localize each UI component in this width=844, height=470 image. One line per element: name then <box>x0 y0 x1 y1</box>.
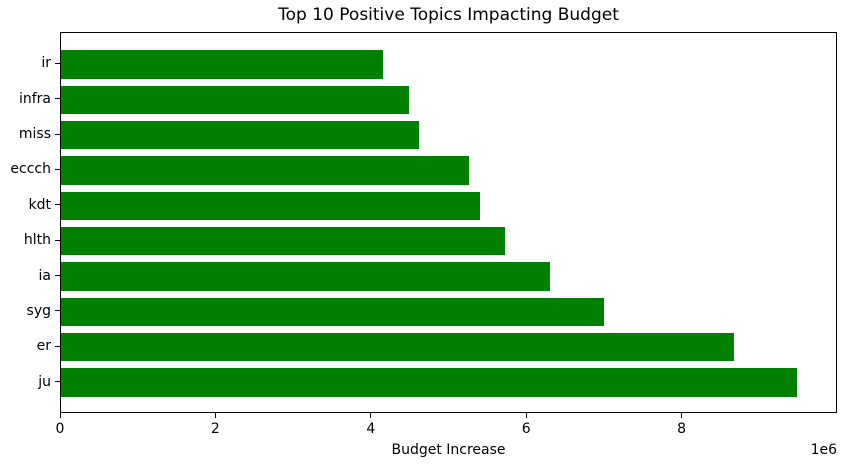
x-tick-mark <box>525 413 527 418</box>
bar-miss <box>61 121 420 150</box>
y-tick-mark <box>55 168 60 170</box>
y-tick-label-ia: ia <box>38 267 51 284</box>
y-tick-label-kdt: kdt <box>28 196 51 213</box>
y-tick-label-infra: infra <box>18 90 51 107</box>
y-tick-mark <box>55 204 60 206</box>
y-tick-mark <box>55 345 60 347</box>
x-tick-label-8: 8 <box>677 421 687 437</box>
y-tick-mark <box>55 62 60 64</box>
bar-ju <box>61 368 798 397</box>
bar-ir <box>61 50 383 79</box>
bar-infra <box>61 85 409 114</box>
y-tick-mark <box>55 381 60 383</box>
x-tick-label-4: 4 <box>366 421 376 437</box>
y-tick-label-ju: ju <box>38 373 51 390</box>
x-tick-label-6: 6 <box>521 421 531 437</box>
x-tick-mark <box>59 413 61 418</box>
y-tick-mark <box>55 239 60 241</box>
bar-ia <box>61 262 551 291</box>
bar-er <box>61 333 735 362</box>
bar-eccch <box>61 156 469 185</box>
bar-kdt <box>61 191 481 220</box>
y-tick-mark <box>55 275 60 276</box>
x-tick-mark <box>214 413 216 418</box>
bar-syg <box>61 297 604 326</box>
y-tick-mark <box>55 133 60 135</box>
y-tick-label-hlth: hlth <box>23 232 51 249</box>
x-tick-label-0: 0 <box>55 421 65 437</box>
y-tick-mark <box>55 98 60 100</box>
bars-layer <box>61 33 836 412</box>
x-axis-label: Budget Increase <box>391 442 506 458</box>
y-tick-label-miss: miss <box>18 126 51 143</box>
x-tick-mark <box>681 413 683 418</box>
x-tick-label-2: 2 <box>210 421 220 437</box>
plot-area <box>60 32 837 413</box>
y-tick-label-eccch: eccch <box>10 161 51 178</box>
y-tick-label-ir: ir <box>41 55 51 72</box>
y-tick-label-er: er <box>36 338 51 355</box>
y-tick-mark <box>55 310 60 312</box>
y-tick-label-syg: syg <box>26 302 51 319</box>
axis-offset-label: 1e6 <box>810 442 837 458</box>
bar-hlth <box>61 227 506 256</box>
chart-title: Top 10 Positive Topics Impacting Budget <box>278 5 619 25</box>
x-tick-mark <box>370 413 372 418</box>
